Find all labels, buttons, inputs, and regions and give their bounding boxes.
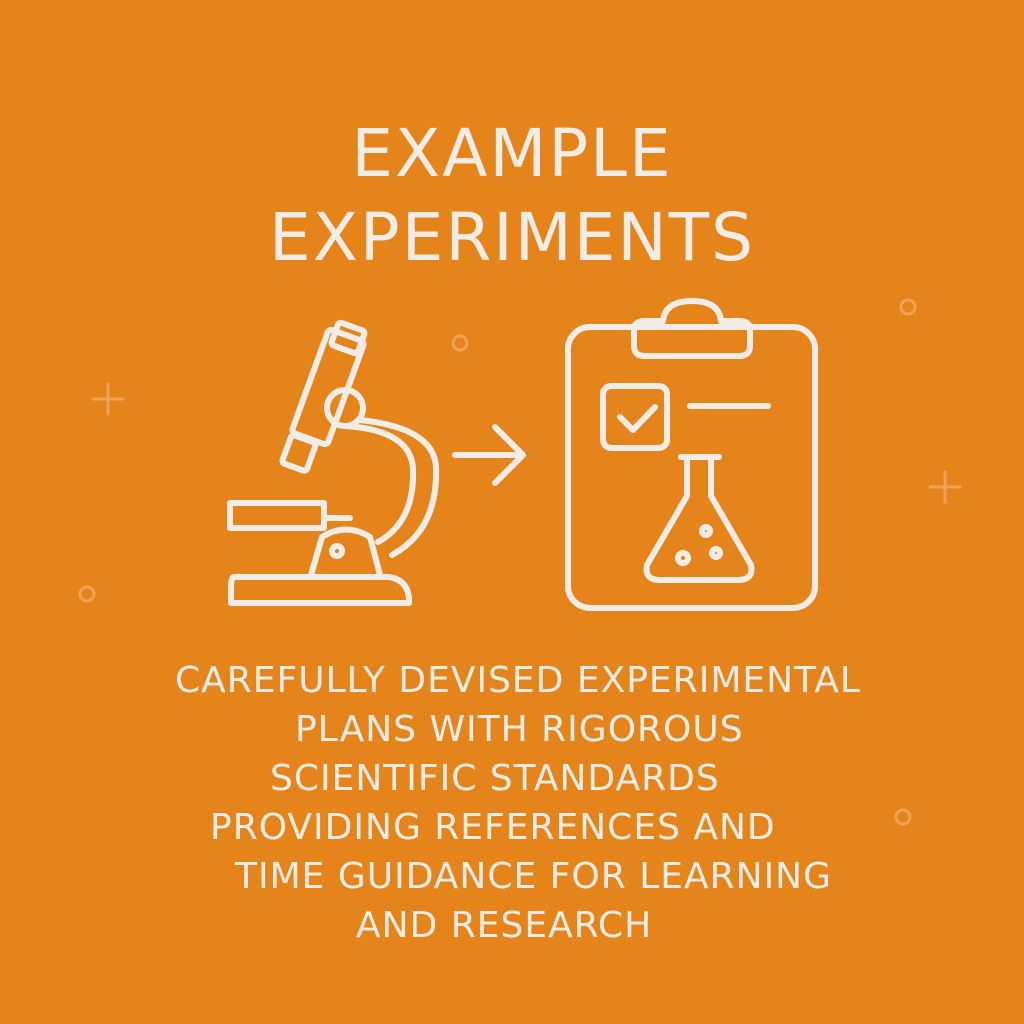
microscope-icon [227, 319, 440, 606]
description-line-4: PROVIDING REFERENCES AND [210, 807, 776, 848]
page-title: EXAMPLE EXPERIMENTS [0, 112, 1024, 280]
plus-icon [928, 470, 962, 504]
description-line-6: AND RESEARCH [356, 905, 653, 946]
circle-icon [451, 334, 469, 352]
arrow-right-icon [452, 424, 526, 486]
description-line-3: SCIENTIFIC STANDARDS [270, 758, 720, 799]
title-line-2: EXPERIMENTS [269, 199, 755, 276]
title-line-1: EXAMPLE [351, 115, 673, 192]
plus-icon [91, 382, 125, 416]
circle-icon [899, 298, 917, 316]
circle-icon [78, 585, 96, 603]
description-line-2: PLANS WITH RIGOROUS [295, 709, 744, 750]
circle-icon [894, 808, 912, 826]
description-line-5: TIME GUIDANCE FOR LEARNING [235, 856, 833, 897]
description: CAREFULLY DEVISED EXPERIMENTAL PLANS WIT… [0, 656, 1024, 950]
clipboard-flask-icon [565, 298, 818, 611]
description-line-1: CAREFULLY DEVISED EXPERIMENTAL [175, 660, 861, 701]
